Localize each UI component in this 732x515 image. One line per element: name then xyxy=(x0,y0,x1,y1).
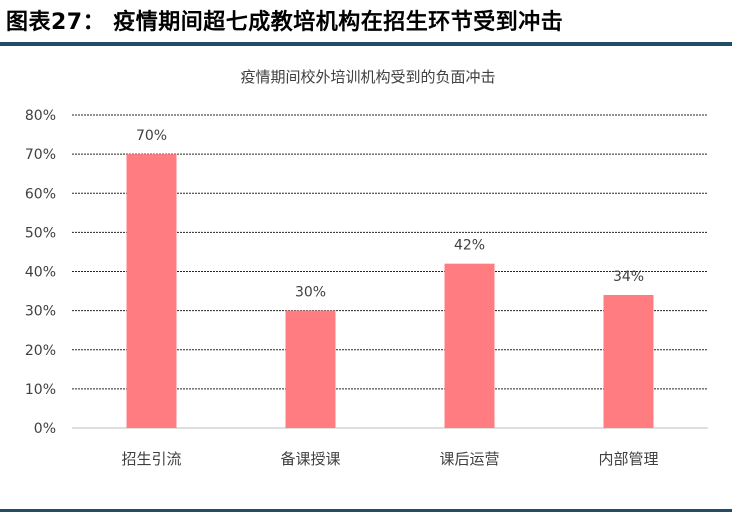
y-tick-label: 60% xyxy=(25,186,56,202)
category-label-3: 课后运营 xyxy=(439,450,499,468)
data-label-4: 34% xyxy=(613,269,644,285)
y-tick-label: 10% xyxy=(25,382,56,398)
y-axis-ticks: 0% 10% 20% 30% 40% 50% 60% 70% 80% xyxy=(25,108,56,437)
y-tick-label: 40% xyxy=(25,265,56,281)
y-tick-label: 80% xyxy=(25,108,56,124)
data-label-1: 70% xyxy=(136,128,167,144)
y-tick-label: 20% xyxy=(25,343,56,359)
y-tick-label: 30% xyxy=(25,304,56,320)
category-labels: 招生引流 备课授课 课后运营 内部管理 xyxy=(121,450,658,468)
category-label-1: 招生引流 xyxy=(121,450,181,468)
chart-title: 疫情期间校外培训机构受到的负面冲击 xyxy=(240,68,495,86)
y-tick-label: 0% xyxy=(34,421,56,437)
gridlines xyxy=(72,114,708,429)
data-label-3: 42% xyxy=(454,238,485,254)
bottom-divider xyxy=(0,509,732,512)
bars xyxy=(126,154,654,428)
category-label-4: 内部管理 xyxy=(598,450,658,468)
figure-title: 图表27： 疫情期间超七成教培机构在招生环节受到冲击 xyxy=(6,10,564,35)
top-divider xyxy=(0,42,732,46)
bar-4 xyxy=(603,294,654,428)
data-label-2: 30% xyxy=(295,285,326,301)
y-tick-label: 50% xyxy=(25,225,56,241)
data-labels: 70% 30% 42% 34% xyxy=(136,128,644,301)
bar-1 xyxy=(126,154,177,428)
category-label-2: 备课授课 xyxy=(280,450,340,468)
bar-2 xyxy=(285,310,336,428)
y-tick-label: 70% xyxy=(25,147,56,163)
bar-3 xyxy=(444,263,495,428)
